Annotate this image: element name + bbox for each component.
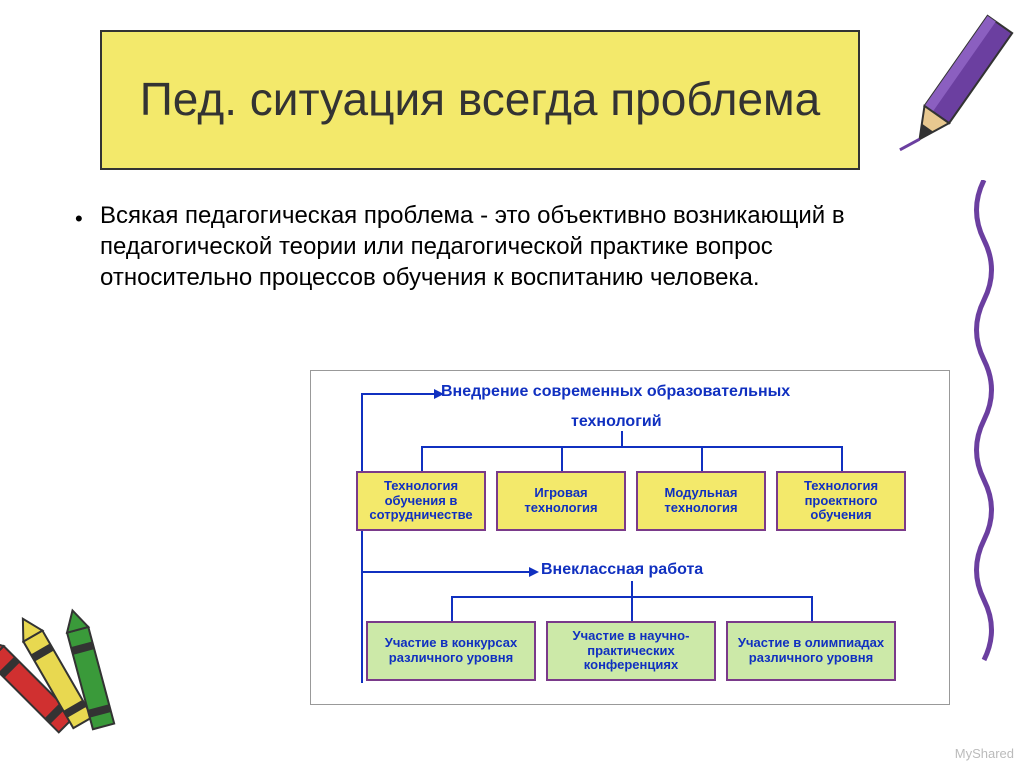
arrow-to-header2 [361,571,531,573]
diagram-header-tech-line2: технологий [571,413,662,431]
connector [451,596,453,621]
connector [811,596,813,621]
watermark-text: MyShared [955,746,1014,761]
slide-title: Пед. ситуация всегда проблема [140,72,821,127]
diagram-container: Внедрение современных образовательных те… [310,370,950,705]
pencil-icon [884,0,1024,180]
connector [421,446,841,448]
tech-box-project: Технология проектного обучения [776,471,906,531]
extra-box-contests: Участие в конкурсах различного уровня [366,621,536,681]
connector [631,596,633,621]
extra-box-olympiads: Участие в олимпиадах различного уровня [726,621,896,681]
body-paragraph: Всякая педагогическая проблема - это объ… [100,200,860,294]
squiggle-line-icon [964,180,1004,680]
connector [631,581,633,596]
tech-box-game: Игровая технология [496,471,626,531]
connector [561,446,563,471]
connector-vertical-main [361,393,363,683]
connector [421,446,423,471]
diagram-header-tech: Внедрение современных образовательных [441,383,790,401]
tech-box-collaboration: Технология обучения в сотрудничестве [356,471,486,531]
arrow-to-header1 [361,393,436,395]
title-box: Пед. ситуация всегда проблема [100,30,860,170]
extra-box-conferences: Участие в научно-практических конференци… [546,621,716,681]
connector [701,446,703,471]
bullet-marker: • [75,206,83,232]
connector [621,431,623,446]
connector [841,446,843,471]
tech-box-modular: Модульная технология [636,471,766,531]
diagram-header-extra: Внеклассная работа [541,561,703,579]
crayons-icon [0,547,160,767]
